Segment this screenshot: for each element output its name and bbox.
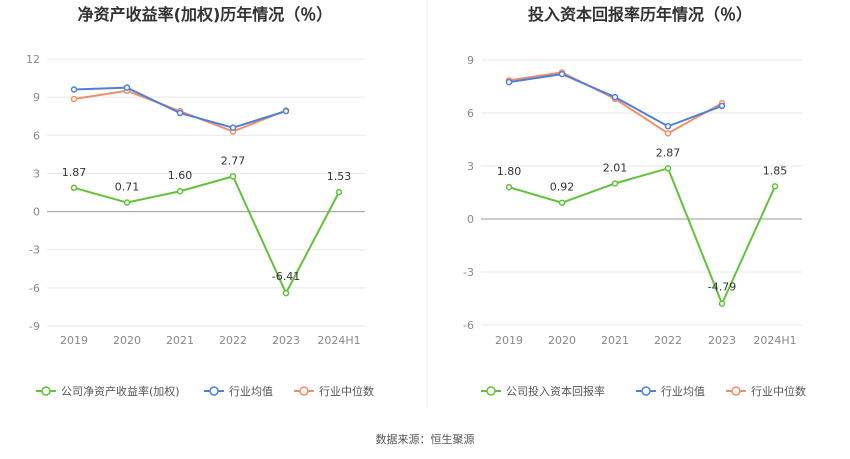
x-tick-label: 2021 xyxy=(166,334,194,347)
y-tick-label: 12 xyxy=(26,53,40,66)
data-label: -6.41 xyxy=(272,270,300,283)
data-point xyxy=(229,173,237,180)
data-point xyxy=(558,70,566,78)
data-label: 0.92 xyxy=(550,181,575,194)
data-point xyxy=(611,93,619,101)
legend-marker xyxy=(41,386,51,396)
legend-label: 行业均值 xyxy=(661,385,705,398)
legend-label: 行业中位数 xyxy=(319,384,374,398)
data-point xyxy=(718,300,726,307)
roic-chart: 投入资本回报率历年情况（％） 9 6 3 0 -3 -6 2019 2020 2021 2022 20… xyxy=(463,5,806,398)
y-tick-label: 3 xyxy=(467,160,474,173)
data-point xyxy=(282,107,290,115)
y-tick-label: 6 xyxy=(467,107,474,120)
data-point xyxy=(176,109,184,117)
data-label: 2.87 xyxy=(656,146,681,159)
data-point xyxy=(70,86,78,93)
data-point xyxy=(123,84,131,91)
chart-title: 投入资本回报率历年情况（％） xyxy=(528,5,752,24)
data-point xyxy=(771,183,779,190)
x-tick-label: 2019 xyxy=(60,334,88,347)
legend-label: 行业均值 xyxy=(229,385,273,398)
series-line xyxy=(508,71,723,135)
y-tick-label: -3 xyxy=(29,244,40,257)
data-point xyxy=(335,188,343,196)
data-label: 1.60 xyxy=(168,169,193,182)
legend-label: 行业中位数 xyxy=(751,384,806,398)
y-tick-label: 0 xyxy=(467,213,474,226)
data-point xyxy=(611,180,619,187)
data-point xyxy=(176,187,184,195)
legend-label: 公司净资产收益率(加权) xyxy=(61,384,180,398)
y-tick-label: -6 xyxy=(463,319,474,332)
y-tick-label: -9 xyxy=(29,320,40,333)
y-tick-label: 6 xyxy=(33,129,40,142)
x-tick-label: 2023 xyxy=(272,334,300,347)
data-label: 0.71 xyxy=(115,181,140,194)
data-point xyxy=(505,78,513,86)
x-tick-label: 2024H1 xyxy=(753,334,796,347)
y-tick-label: 3 xyxy=(33,167,40,180)
series-line xyxy=(73,175,340,295)
legend-marker xyxy=(641,386,651,396)
data-point xyxy=(505,183,513,191)
data-label: 1.85 xyxy=(763,164,788,177)
y-tick-label: 9 xyxy=(467,54,474,67)
legend-label: 公司投入资本回报率 xyxy=(506,384,605,398)
legend-marker xyxy=(731,386,741,396)
data-label: 2.01 xyxy=(603,161,628,174)
data-point xyxy=(558,199,566,206)
data-point xyxy=(282,289,290,297)
data-point xyxy=(70,184,78,192)
legend-marker xyxy=(299,386,309,396)
y-tick-label: 0 xyxy=(33,206,40,219)
y-tick-label: 9 xyxy=(33,91,40,104)
data-point xyxy=(664,165,672,172)
chart-title: 净资产收益率(加权)历年情况（％） xyxy=(78,5,333,24)
x-tick-label: 2020 xyxy=(548,334,576,347)
data-label: -4.79 xyxy=(708,281,736,294)
data-label: 1.87 xyxy=(62,166,87,179)
series-line xyxy=(508,167,776,305)
x-tick-label: 2023 xyxy=(708,334,736,347)
data-point xyxy=(70,95,78,103)
y-tick-label: -6 xyxy=(29,282,40,295)
data-source: 数据来源：恒生聚源 xyxy=(376,432,475,446)
roe-chart: 净资产收益率(加权)历年情况（％） 12 9 6 3 0 -3 -6 -9 2019 2020 202… xyxy=(26,5,374,398)
legend-marker xyxy=(486,386,496,396)
y-tick-label: -3 xyxy=(463,266,474,279)
data-point xyxy=(718,102,726,110)
x-tick-label: 2022 xyxy=(654,334,682,347)
x-tick-label: 2021 xyxy=(601,334,629,347)
data-label: 1.53 xyxy=(327,170,352,183)
legend-marker xyxy=(209,386,219,396)
data-point xyxy=(664,130,672,137)
x-tick-label: 2022 xyxy=(219,334,247,347)
data-point xyxy=(123,199,131,206)
data-point xyxy=(229,124,237,131)
data-point xyxy=(664,123,672,130)
data-label: 1.80 xyxy=(497,165,522,178)
x-tick-label: 2020 xyxy=(113,334,141,347)
data-label: 2.77 xyxy=(221,154,246,167)
x-tick-label: 2024H1 xyxy=(317,334,360,347)
x-tick-label: 2019 xyxy=(495,334,523,347)
